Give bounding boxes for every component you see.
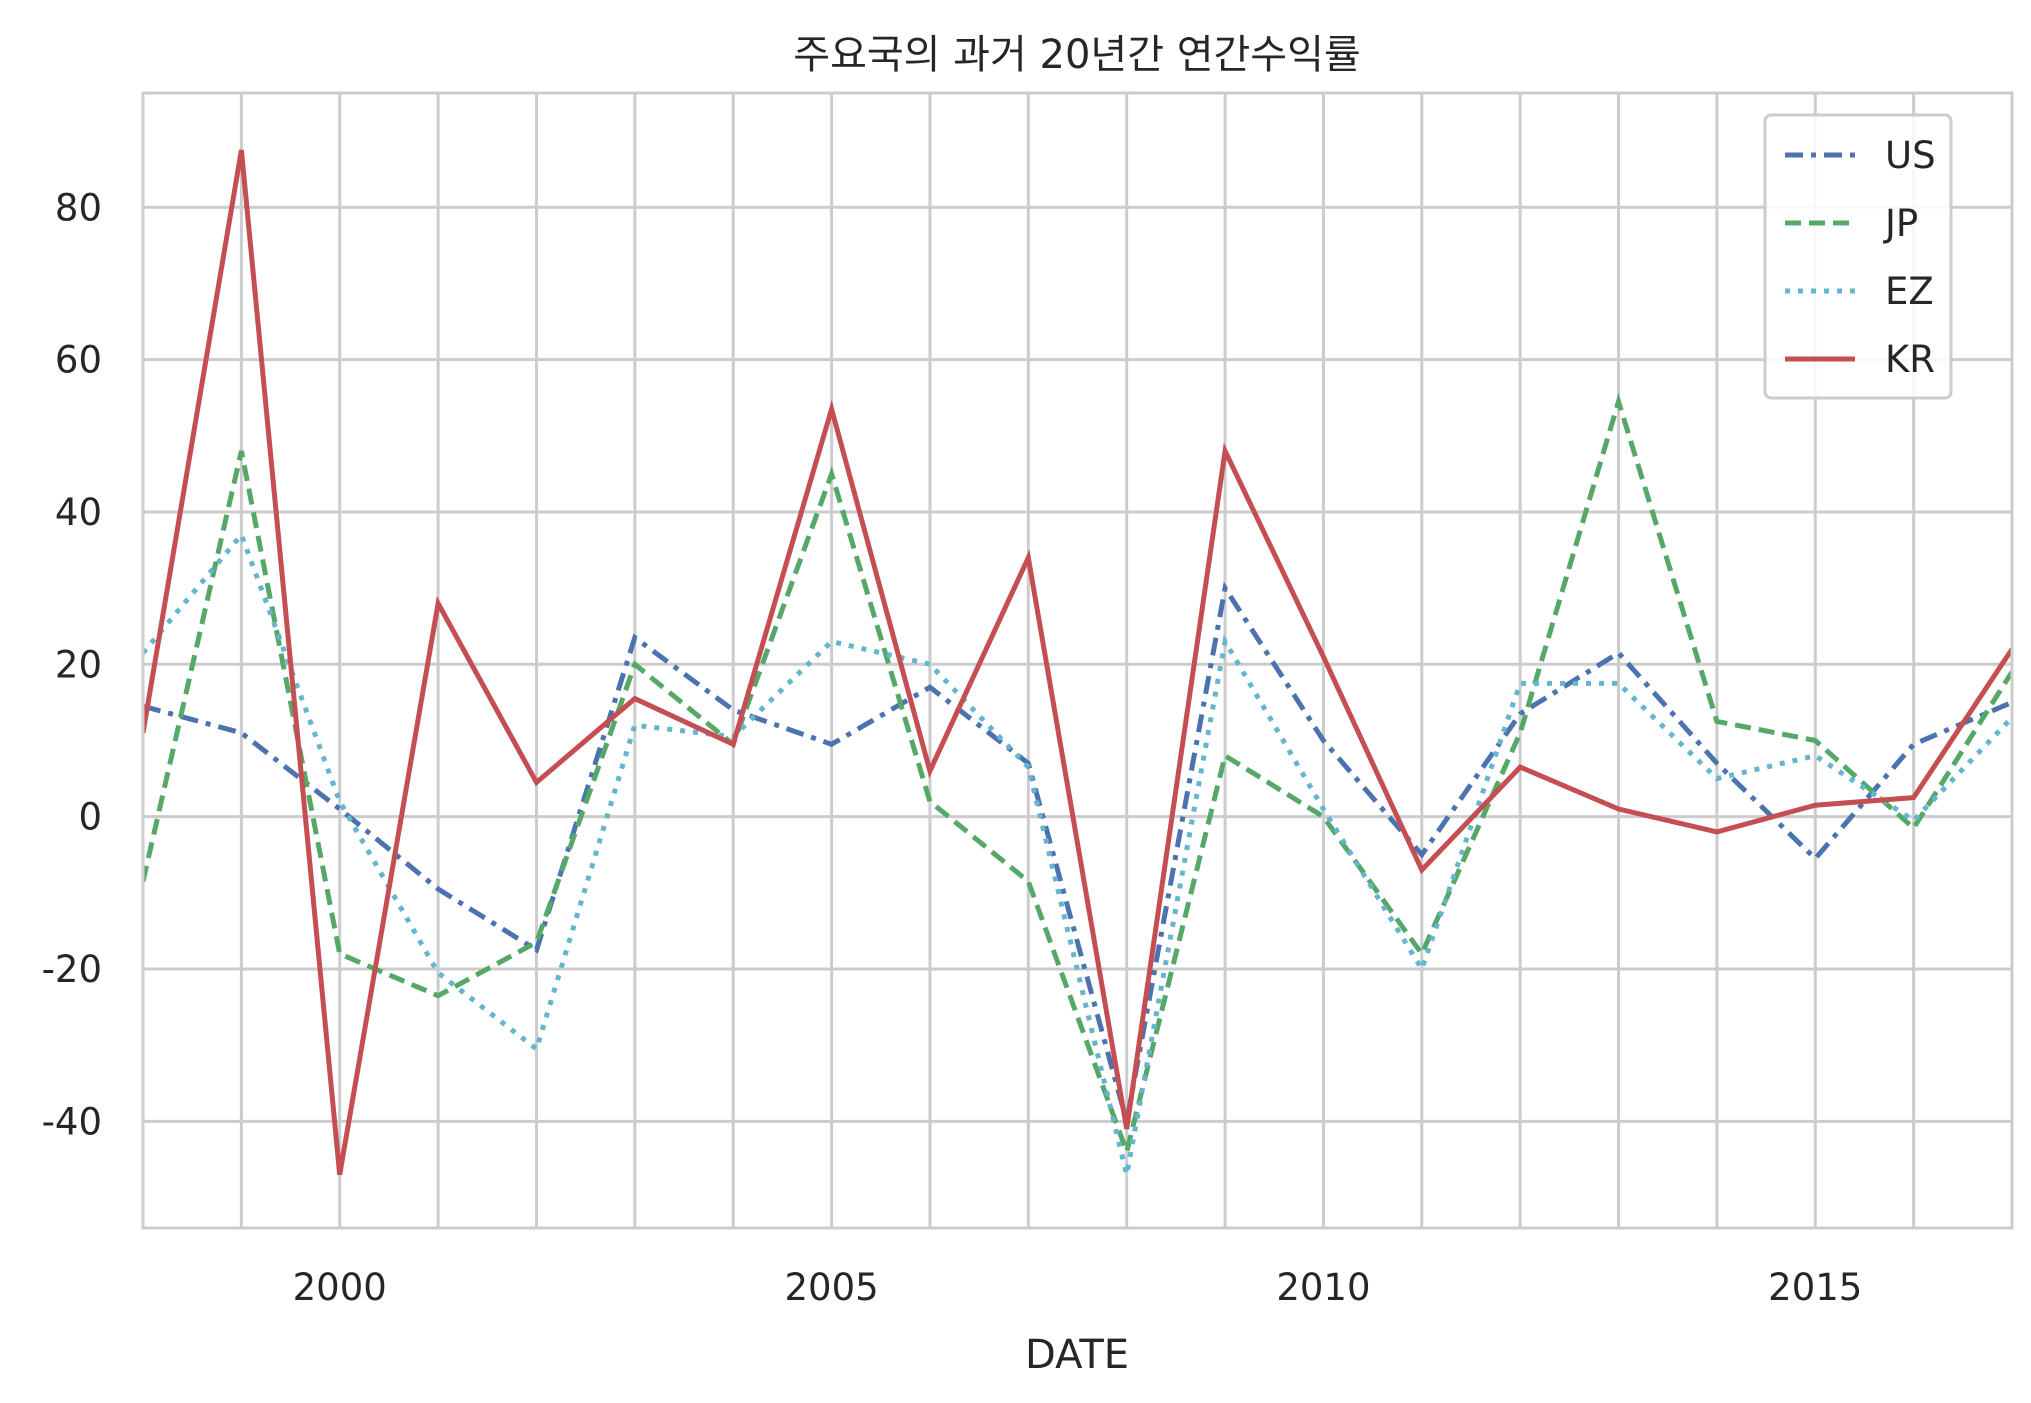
y-tick-label: 20 <box>55 643 102 686</box>
x-tick-labels: 2000 2005 2010 2015 <box>293 1266 1863 1309</box>
x-tick-label: 2010 <box>1276 1266 1370 1309</box>
legend-label-jp: JP <box>1883 202 1918 245</box>
chart-title: 주요국의 과거 20년간 연간수익률 <box>793 32 1360 78</box>
x-tick-label: 2015 <box>1768 1266 1862 1309</box>
series-layer <box>143 149 2012 1176</box>
x-axis-label: DATE <box>1025 1332 1129 1378</box>
legend: US JP EZ KR <box>1763 113 1953 400</box>
y-tick-label: -40 <box>42 1100 102 1143</box>
y-tick-label: -20 <box>42 948 102 991</box>
y-tick-label: 40 <box>55 491 102 534</box>
y-tick-label: 80 <box>55 186 102 229</box>
y-tick-labels: -40 -20 0 20 40 60 80 <box>42 186 102 1143</box>
x-tick-label: 2005 <box>784 1266 878 1309</box>
series-line-ez <box>143 529 2012 1176</box>
series-line-us <box>143 581 2012 1123</box>
series-line-kr <box>143 149 2012 1176</box>
legend-label-kr: KR <box>1885 338 1935 381</box>
x-tick-label: 2000 <box>293 1266 387 1309</box>
y-tick-label: 60 <box>55 339 102 382</box>
y-tick-label: 0 <box>78 796 102 839</box>
legend-label-ez: EZ <box>1885 270 1934 313</box>
legend-label-us: US <box>1885 134 1936 177</box>
legend-box <box>1763 113 1953 400</box>
plot-frame <box>141 91 2014 1230</box>
